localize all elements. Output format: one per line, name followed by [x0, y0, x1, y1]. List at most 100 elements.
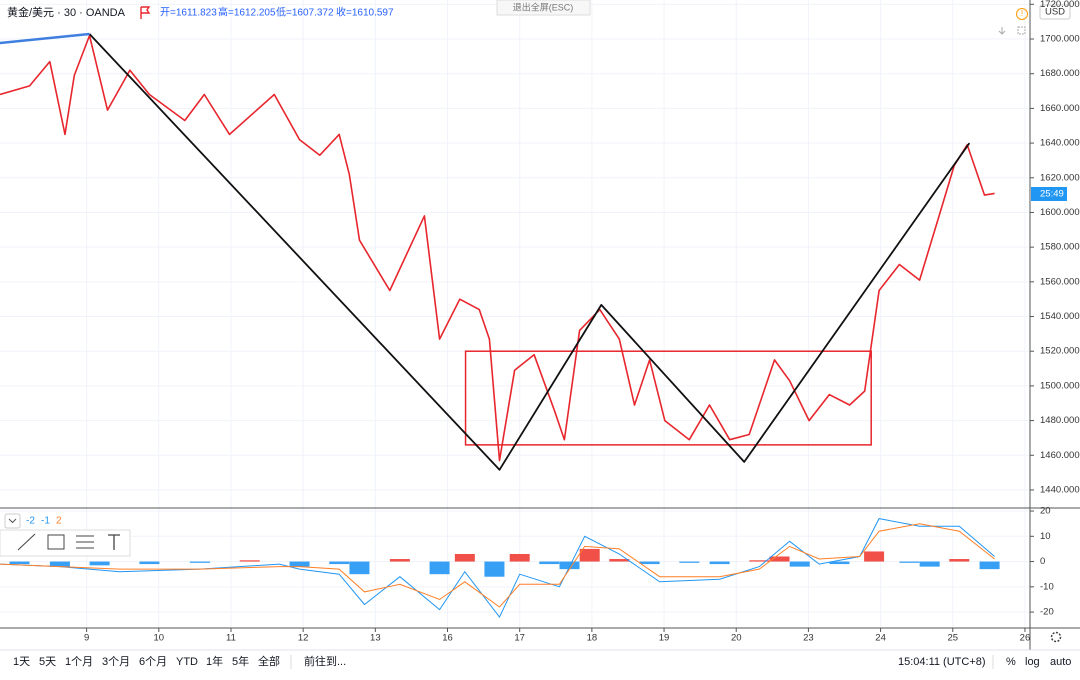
- collapse-button[interactable]: [4, 513, 21, 529]
- range-button[interactable]: 1年: [206, 654, 223, 668]
- indicator-param: -1: [41, 516, 50, 527]
- range-button[interactable]: 全部: [258, 654, 280, 668]
- range-button[interactable]: 6个月: [139, 655, 167, 668]
- open-value: 开=1611.823: [160, 8, 217, 19]
- x-tick-label: 9: [84, 633, 89, 644]
- flag-icon[interactable]: [140, 6, 151, 19]
- histogram-bar: [749, 560, 770, 562]
- histogram-bar: [429, 561, 450, 575]
- indicator-param: -2: [26, 516, 35, 527]
- currency: USD: [1045, 7, 1065, 18]
- y-tick-label: 1600.000: [1040, 207, 1080, 218]
- high-value: 高=1612.205: [218, 6, 276, 19]
- y-tick-label: 20: [1040, 506, 1051, 517]
- histogram-bar: [949, 559, 970, 562]
- histogram-bar: [9, 561, 30, 565]
- x-tick-label: 23: [803, 633, 814, 644]
- histogram-bar: [579, 548, 600, 562]
- low-value: 低=1607.372: [276, 6, 334, 19]
- histogram-bar: [679, 561, 700, 563]
- y-tick-label: 10: [1040, 531, 1051, 542]
- x-tick-label: 26: [1020, 633, 1031, 644]
- info-icon[interactable]: [1016, 8, 1028, 20]
- histogram-bar: [389, 559, 410, 562]
- macd-line: [0, 518, 995, 619]
- range-button[interactable]: 5天: [39, 656, 56, 668]
- histogram-bar: [239, 560, 260, 562]
- histogram-bar: [789, 561, 810, 567]
- trend-line-tool[interactable]: [17, 533, 36, 551]
- range-button[interactable]: 3个月: [102, 655, 130, 668]
- bottom-bar: 前往到... 15:04:11 (UTC+8) % log auto 1天 5天 1…: [13, 654, 1071, 669]
- data-layer: [0, 32, 1000, 619]
- x-tick-label: 18: [587, 633, 598, 644]
- y-tick-label: -20: [1040, 607, 1054, 618]
- histogram-bar: [539, 561, 560, 565]
- histogram-bar: [289, 561, 310, 567]
- histogram-bar: [329, 561, 350, 565]
- exit-fullscreen-button[interactable]: [496, 0, 591, 16]
- y-tick-label: 1480.000: [1040, 415, 1080, 426]
- x-tick-label: 25: [947, 633, 958, 644]
- maximize-icon[interactable]: [1017, 26, 1026, 35]
- percent-toggle[interactable]: %: [1006, 656, 1016, 668]
- y-tick-label: 1440.000: [1040, 484, 1080, 495]
- y-tick-label: 1700.000: [1040, 34, 1080, 45]
- auto-toggle[interactable]: auto: [1050, 656, 1071, 668]
- x-tick-label: 20: [731, 633, 742, 644]
- y-tick-label: 1500.000: [1040, 380, 1080, 391]
- x-tick-label: 17: [514, 633, 525, 644]
- fib-tool[interactable]: [76, 535, 94, 549]
- indicator-param: 2: [56, 516, 62, 527]
- histogram-bar: [509, 553, 530, 562]
- histogram-bar: [89, 561, 110, 566]
- histogram-bar: [864, 551, 885, 562]
- y-tick-label: 1660.000: [1040, 103, 1080, 114]
- scroll-icon[interactable]: [998, 27, 1006, 35]
- y-tick-label: 1560.000: [1040, 276, 1080, 287]
- histogram-bar: [349, 561, 370, 575]
- histogram-bar: [139, 561, 160, 565]
- histogram-bar: [189, 561, 210, 563]
- y-tick-label: 1680.000: [1040, 68, 1080, 79]
- histogram-bar: [899, 561, 920, 563]
- histogram-bar: [454, 553, 475, 562]
- y-tick-label: 1720.000: [1040, 0, 1080, 10]
- range-button[interactable]: 1个月: [65, 655, 93, 668]
- chevron-icon: [8, 518, 17, 524]
- y-tick-label: 1640.000: [1040, 138, 1080, 149]
- histogram-bar: [709, 561, 730, 565]
- histogram-bar: [919, 561, 940, 567]
- grid-layer: [0, 0, 1034, 632]
- countdown-tag: [1031, 187, 1067, 201]
- x-tick-label: 24: [875, 633, 886, 644]
- text-tool[interactable]: [108, 534, 120, 550]
- x-tick-label: 16: [442, 633, 453, 644]
- drawing-toolbar: [0, 529, 131, 557]
- range-button[interactable]: 1天: [13, 656, 30, 668]
- y-tick-label: 1620.000: [1040, 172, 1080, 183]
- range-button[interactable]: YTD: [176, 656, 198, 668]
- settings-icon[interactable]: [1050, 631, 1062, 643]
- info-icon-mark: !: [1021, 9, 1023, 18]
- range-button[interactable]: 5年: [232, 654, 249, 668]
- zigzag-line: [88, 33, 971, 471]
- range-box: [464, 350, 872, 446]
- log-toggle[interactable]: log: [1025, 656, 1040, 668]
- histogram-bar: [609, 559, 630, 562]
- clock: 15:04:11 (UTC+8): [898, 656, 986, 668]
- x-tick-label: 13: [370, 633, 381, 644]
- countdown: 25:49: [1040, 189, 1064, 200]
- currency-box[interactable]: [1039, 4, 1071, 20]
- histogram-bar: [484, 561, 505, 577]
- y-tick-label: 1580.000: [1040, 242, 1080, 253]
- histogram-bar: [559, 561, 580, 570]
- goto-button[interactable]: 前往到...: [304, 654, 346, 668]
- rectangle-tool[interactable]: [47, 534, 65, 550]
- histogram-bar: [639, 561, 660, 565]
- exit-fullscreen-label: 退出全屏(ESC): [513, 1, 574, 12]
- y-tick-label: 1540.000: [1040, 311, 1080, 322]
- x-tick-label: 11: [226, 633, 236, 644]
